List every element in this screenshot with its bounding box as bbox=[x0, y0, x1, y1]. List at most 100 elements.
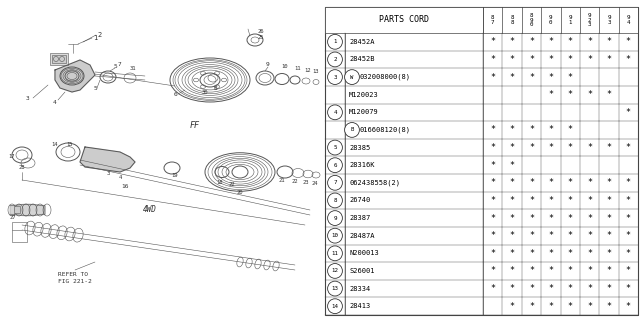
Text: 4WD: 4WD bbox=[143, 205, 157, 214]
Text: W: W bbox=[350, 75, 354, 80]
Text: *: * bbox=[568, 267, 573, 276]
Circle shape bbox=[328, 299, 342, 314]
Text: *: * bbox=[587, 37, 592, 46]
Text: *: * bbox=[607, 284, 611, 293]
Circle shape bbox=[328, 281, 342, 296]
Text: *: * bbox=[607, 90, 611, 99]
Text: *: * bbox=[568, 284, 573, 293]
Text: *: * bbox=[548, 249, 554, 258]
Text: 14: 14 bbox=[52, 142, 58, 147]
Text: *: * bbox=[587, 231, 592, 240]
Text: *: * bbox=[509, 73, 515, 82]
Text: 16: 16 bbox=[121, 184, 129, 189]
Text: *: * bbox=[568, 90, 573, 99]
Polygon shape bbox=[55, 60, 95, 92]
Text: 4: 4 bbox=[118, 175, 122, 180]
Text: A281A00109: A281A00109 bbox=[600, 311, 637, 316]
Text: *: * bbox=[607, 178, 611, 187]
Text: *: * bbox=[548, 73, 554, 82]
Text: 25: 25 bbox=[258, 35, 264, 40]
Text: *: * bbox=[548, 231, 554, 240]
Text: 3: 3 bbox=[26, 95, 30, 100]
Text: 28385: 28385 bbox=[349, 145, 371, 151]
Text: 5: 5 bbox=[333, 145, 337, 150]
Text: N200013: N200013 bbox=[349, 250, 379, 256]
Text: 10: 10 bbox=[282, 64, 288, 69]
Circle shape bbox=[344, 123, 360, 137]
Text: *: * bbox=[509, 284, 515, 293]
Text: 28334: 28334 bbox=[349, 285, 371, 292]
Text: 8
9
0: 8 9 0 bbox=[530, 13, 533, 27]
Text: 26: 26 bbox=[258, 29, 264, 34]
Text: 4: 4 bbox=[53, 100, 57, 105]
Circle shape bbox=[328, 193, 342, 208]
Text: *: * bbox=[490, 55, 495, 64]
Text: *: * bbox=[587, 196, 592, 205]
Text: *: * bbox=[568, 73, 573, 82]
Text: *: * bbox=[490, 267, 495, 276]
Text: *: * bbox=[568, 143, 573, 152]
Bar bbox=[52, 55, 66, 63]
Text: 12: 12 bbox=[305, 68, 311, 73]
Text: 26740: 26740 bbox=[349, 197, 371, 204]
Text: *: * bbox=[587, 143, 592, 152]
Text: *: * bbox=[490, 125, 495, 134]
Circle shape bbox=[328, 211, 342, 226]
Text: FF: FF bbox=[190, 121, 200, 130]
Text: *: * bbox=[509, 143, 515, 152]
Bar bbox=[0, 0, 320, 320]
Text: *: * bbox=[509, 213, 515, 223]
Circle shape bbox=[328, 228, 342, 243]
Text: *: * bbox=[548, 125, 554, 134]
Text: *: * bbox=[607, 249, 611, 258]
Text: 12: 12 bbox=[332, 268, 339, 273]
Text: *: * bbox=[509, 231, 515, 240]
Text: 7: 7 bbox=[118, 61, 122, 67]
Polygon shape bbox=[80, 147, 135, 172]
Text: *: * bbox=[509, 37, 515, 46]
Text: *: * bbox=[607, 55, 611, 64]
Text: 28452B: 28452B bbox=[349, 56, 374, 62]
Text: 11: 11 bbox=[332, 251, 339, 256]
Text: *: * bbox=[568, 37, 573, 46]
Text: S26001: S26001 bbox=[349, 268, 374, 274]
Text: *: * bbox=[490, 143, 495, 152]
Text: 28413: 28413 bbox=[349, 303, 371, 309]
Text: *: * bbox=[587, 213, 592, 223]
Text: *: * bbox=[587, 267, 592, 276]
Text: *: * bbox=[607, 267, 611, 276]
Text: 3: 3 bbox=[106, 171, 109, 176]
Text: 8
7: 8 7 bbox=[491, 15, 495, 25]
Text: 23: 23 bbox=[303, 180, 309, 185]
Text: 3: 3 bbox=[333, 75, 337, 80]
Text: 28387: 28387 bbox=[349, 215, 371, 221]
Text: *: * bbox=[548, 55, 554, 64]
Text: *: * bbox=[509, 302, 515, 311]
Text: 2: 2 bbox=[333, 57, 337, 62]
Circle shape bbox=[344, 70, 360, 84]
Circle shape bbox=[328, 105, 342, 120]
Circle shape bbox=[328, 140, 342, 155]
Text: *: * bbox=[529, 37, 534, 46]
Text: *: * bbox=[509, 125, 515, 134]
Bar bbox=[50, 53, 68, 65]
Text: *: * bbox=[607, 37, 611, 46]
Text: *: * bbox=[529, 73, 534, 82]
Text: 17: 17 bbox=[9, 154, 15, 159]
Text: *: * bbox=[607, 196, 611, 205]
Text: *: * bbox=[548, 284, 554, 293]
Text: *: * bbox=[490, 213, 495, 223]
Text: *: * bbox=[509, 196, 515, 205]
Text: 9: 9 bbox=[266, 62, 270, 67]
Text: M120079: M120079 bbox=[349, 109, 379, 115]
Text: *: * bbox=[490, 196, 495, 205]
Text: 8
8: 8 8 bbox=[510, 15, 514, 25]
Text: 28452A: 28452A bbox=[349, 39, 374, 45]
Text: 10: 10 bbox=[332, 233, 339, 238]
Text: 6: 6 bbox=[173, 92, 177, 98]
Text: 1: 1 bbox=[93, 35, 97, 41]
Text: 13: 13 bbox=[332, 286, 339, 291]
Text: B: B bbox=[350, 127, 354, 132]
Text: 8: 8 bbox=[213, 86, 217, 91]
Text: *: * bbox=[509, 161, 515, 170]
